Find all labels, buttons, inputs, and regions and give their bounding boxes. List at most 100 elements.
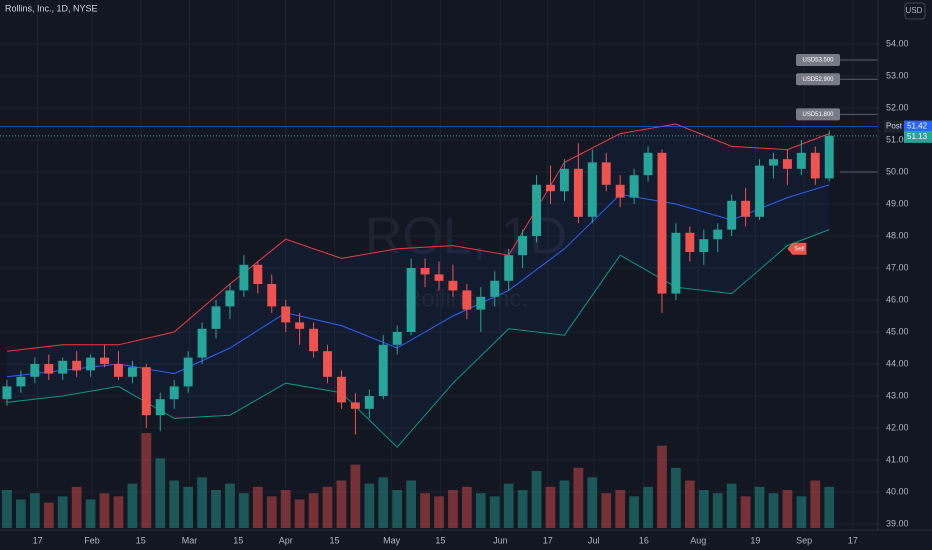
volume-bar	[726, 483, 737, 528]
volume-bar	[183, 486, 194, 528]
volume-bar	[657, 445, 667, 528]
candle-body	[601, 162, 611, 185]
currency-box[interactable]	[904, 2, 926, 20]
candle-body	[448, 280, 458, 291]
x-tick-label: 17	[848, 535, 858, 545]
volume-bar	[211, 490, 221, 528]
volume-bar	[629, 496, 639, 528]
x-tick-label: Apr	[279, 535, 293, 545]
candle-body	[392, 332, 402, 345]
order-tag	[796, 73, 840, 86]
candle-body	[476, 296, 486, 310]
candle-body	[546, 184, 555, 192]
y-tick-label: 53.00	[886, 70, 909, 80]
volume-bar	[252, 486, 263, 528]
y-tick-label: 45.00	[886, 326, 909, 336]
y-tick-label: 49.00	[886, 198, 909, 208]
volume-bar	[16, 499, 26, 528]
candle-body	[685, 232, 695, 252]
volume-bar	[517, 490, 528, 528]
candle-body	[643, 152, 653, 176]
candle-body	[824, 135, 834, 179]
volume-bar	[503, 483, 514, 528]
volume-bar	[141, 433, 152, 528]
volume-bar	[99, 493, 110, 528]
candle-body	[350, 402, 360, 409]
volume-bar	[601, 493, 612, 528]
volume-bar	[573, 467, 584, 528]
candle-body	[183, 357, 193, 387]
volume-bar	[489, 496, 500, 528]
volume-bar	[754, 486, 765, 528]
post-price: 51.42	[907, 122, 928, 131]
candle-body	[295, 322, 305, 329]
x-tick-label: 15	[136, 535, 146, 545]
volume-bar	[43, 502, 54, 528]
x-tick-label: 15	[233, 535, 243, 545]
order-label: USD51.800	[802, 112, 834, 118]
order-label: USD52.900	[802, 77, 834, 83]
volume-bar	[113, 496, 124, 528]
candle-body	[281, 306, 291, 323]
candle-body	[782, 159, 792, 169]
candle-body	[155, 399, 165, 416]
y-tick-label: 51.00	[886, 134, 909, 144]
last-price-tag	[904, 130, 932, 143]
volume-bar	[615, 490, 626, 528]
x-tick-label: May	[383, 535, 401, 545]
volume-bar	[406, 480, 417, 528]
volume-bar	[239, 493, 249, 528]
candle-body	[587, 162, 597, 217]
volume-bar	[350, 464, 361, 528]
y-tick-label: 50.00	[886, 166, 909, 176]
volume-bar	[71, 486, 82, 528]
order-label: USD53.500	[802, 58, 834, 64]
candle-body	[225, 290, 235, 307]
volume-bar	[225, 483, 235, 528]
volume-bar	[280, 490, 291, 528]
candle-body	[100, 357, 109, 364]
last-price: 51.13	[907, 132, 928, 141]
order-tag	[796, 108, 840, 121]
candle-body	[434, 274, 444, 281]
volume-bar	[420, 493, 430, 528]
y-tick-label: 41.00	[886, 454, 909, 464]
y-tick-label: 52.00	[886, 102, 909, 112]
volume-bar	[266, 496, 277, 528]
candle-body	[810, 152, 820, 179]
candle-body	[406, 268, 416, 332]
candle-body	[114, 364, 123, 377]
candle-body	[16, 376, 26, 387]
volume-bar	[587, 477, 598, 528]
volume-bar	[782, 490, 793, 528]
y-tick-label: 54.00	[886, 38, 909, 48]
candle-body	[615, 184, 625, 198]
volume-bar	[378, 477, 389, 528]
x-tick-label: Jul	[588, 535, 600, 545]
volume-bar	[545, 486, 556, 528]
post-price-tag	[904, 120, 932, 133]
volume-bar	[643, 486, 653, 528]
candle-body	[504, 255, 514, 281]
y-tick-label: 42.00	[886, 422, 909, 432]
volume-bar	[712, 493, 723, 528]
candle-body	[518, 236, 528, 256]
volume-bar	[824, 486, 835, 528]
volume-bar	[169, 480, 180, 528]
y-tick-label: 46.00	[886, 294, 909, 304]
volume-bar	[461, 486, 472, 528]
candle-body	[727, 200, 737, 230]
candle-body	[2, 386, 12, 400]
x-tick-label: Aug	[690, 535, 706, 545]
volume-bar	[294, 499, 305, 528]
candle-body	[741, 200, 751, 217]
volume-bar	[322, 486, 333, 528]
volume-bar	[2, 490, 12, 528]
x-tick-label: Mar	[182, 535, 198, 545]
candle-body	[86, 357, 96, 371]
volume-bar	[448, 490, 458, 528]
candle-body	[267, 284, 277, 307]
sell-label: Sell	[794, 246, 804, 252]
